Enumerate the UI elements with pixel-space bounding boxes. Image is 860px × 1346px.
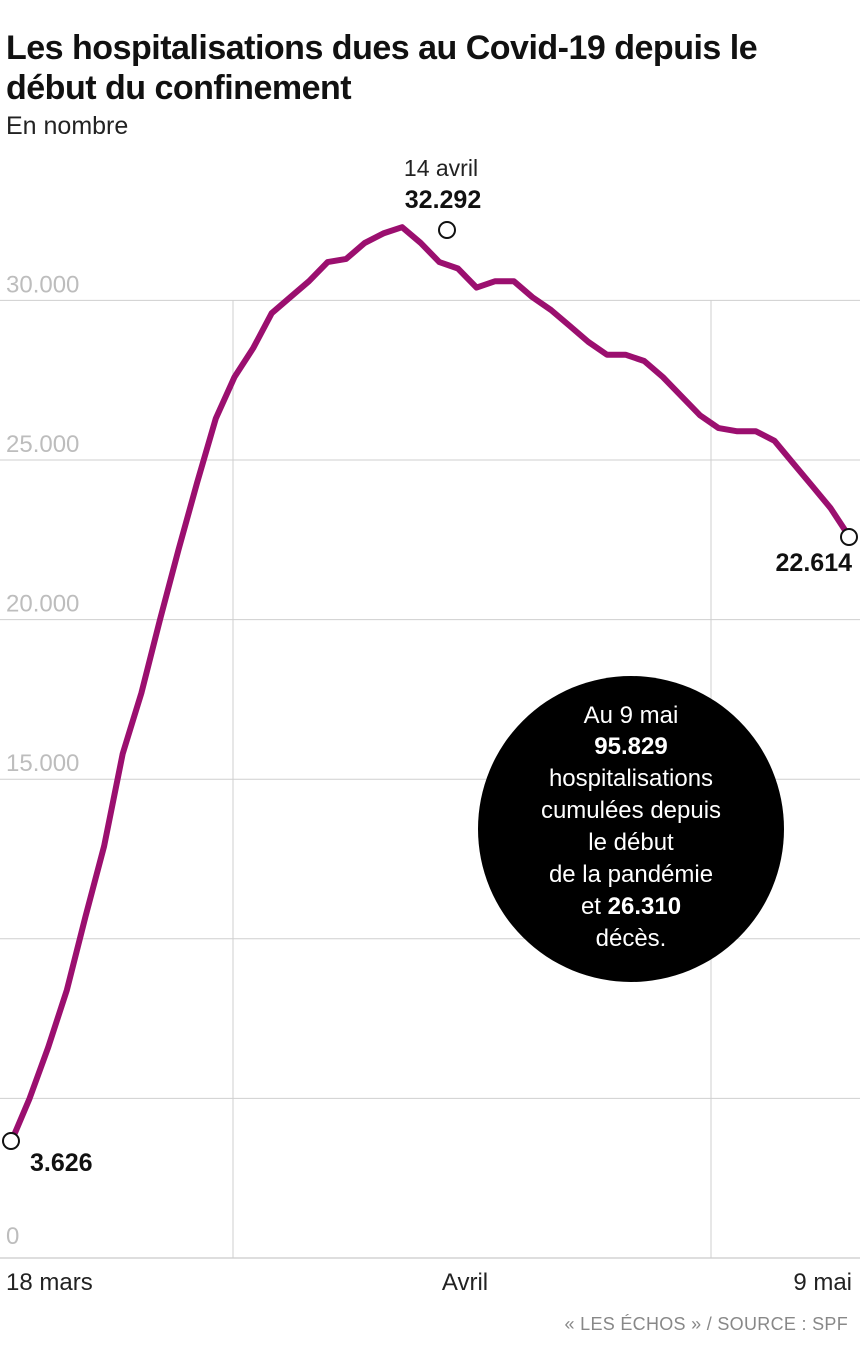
chart-subtitle: En nombre — [6, 112, 129, 140]
hospitalisations-line — [8, 224, 852, 1146]
x-tick-label-end: 9 mai — [793, 1269, 852, 1296]
bubble-line-7: et 26.310 — [581, 893, 681, 920]
source-credit: « LES ÉCHOS » / SOURCE : SPF — [564, 1314, 848, 1334]
start-value-label: 3.626 — [30, 1149, 93, 1177]
summary-bubble: Au 9 mai 95.829 hospitalisations cumulée… — [478, 676, 784, 982]
bubble-line-4: cumulées depuis — [541, 797, 721, 824]
bubble-line-7-bold: 26.310 — [608, 893, 681, 920]
bubble-line-8: décès. — [596, 925, 667, 952]
bubble-line-5: le début — [588, 829, 674, 856]
y-tick-label: 15.000 — [6, 750, 79, 777]
x-tick-labels: 18 mars Avril 9 mai — [6, 1269, 852, 1296]
bubble-line-2: 95.829 — [594, 733, 667, 760]
x-tick-label-start: 18 mars — [6, 1269, 93, 1296]
end-marker — [840, 528, 858, 546]
bubble-line-3: hospitalisations — [549, 765, 713, 792]
chart-title: Les hospitalisations dues au Covid-19 de… — [6, 29, 758, 107]
bubble-line-6: de la pandémie — [549, 861, 713, 888]
bubble-line-7-prefix: et — [581, 893, 608, 920]
end-value-label: 22.614 — [776, 549, 853, 577]
x-tick-label-avril: Avril — [442, 1269, 488, 1296]
start-marker — [2, 1132, 20, 1150]
y-tick-label: 25.000 — [6, 431, 79, 458]
y-tick-labels: 0 15.000 20.000 25.000 30.000 — [6, 271, 79, 1250]
y-tick-label: 20.000 — [6, 591, 79, 618]
y-tick-label: 30.000 — [6, 271, 79, 298]
bubble-line-1: Au 9 mai — [584, 702, 679, 729]
y-tick-label: 0 — [6, 1223, 19, 1250]
peak-marker — [438, 221, 456, 239]
peak-value-label: 32.292 — [405, 186, 481, 214]
peak-date-label: 14 avril — [404, 155, 478, 181]
